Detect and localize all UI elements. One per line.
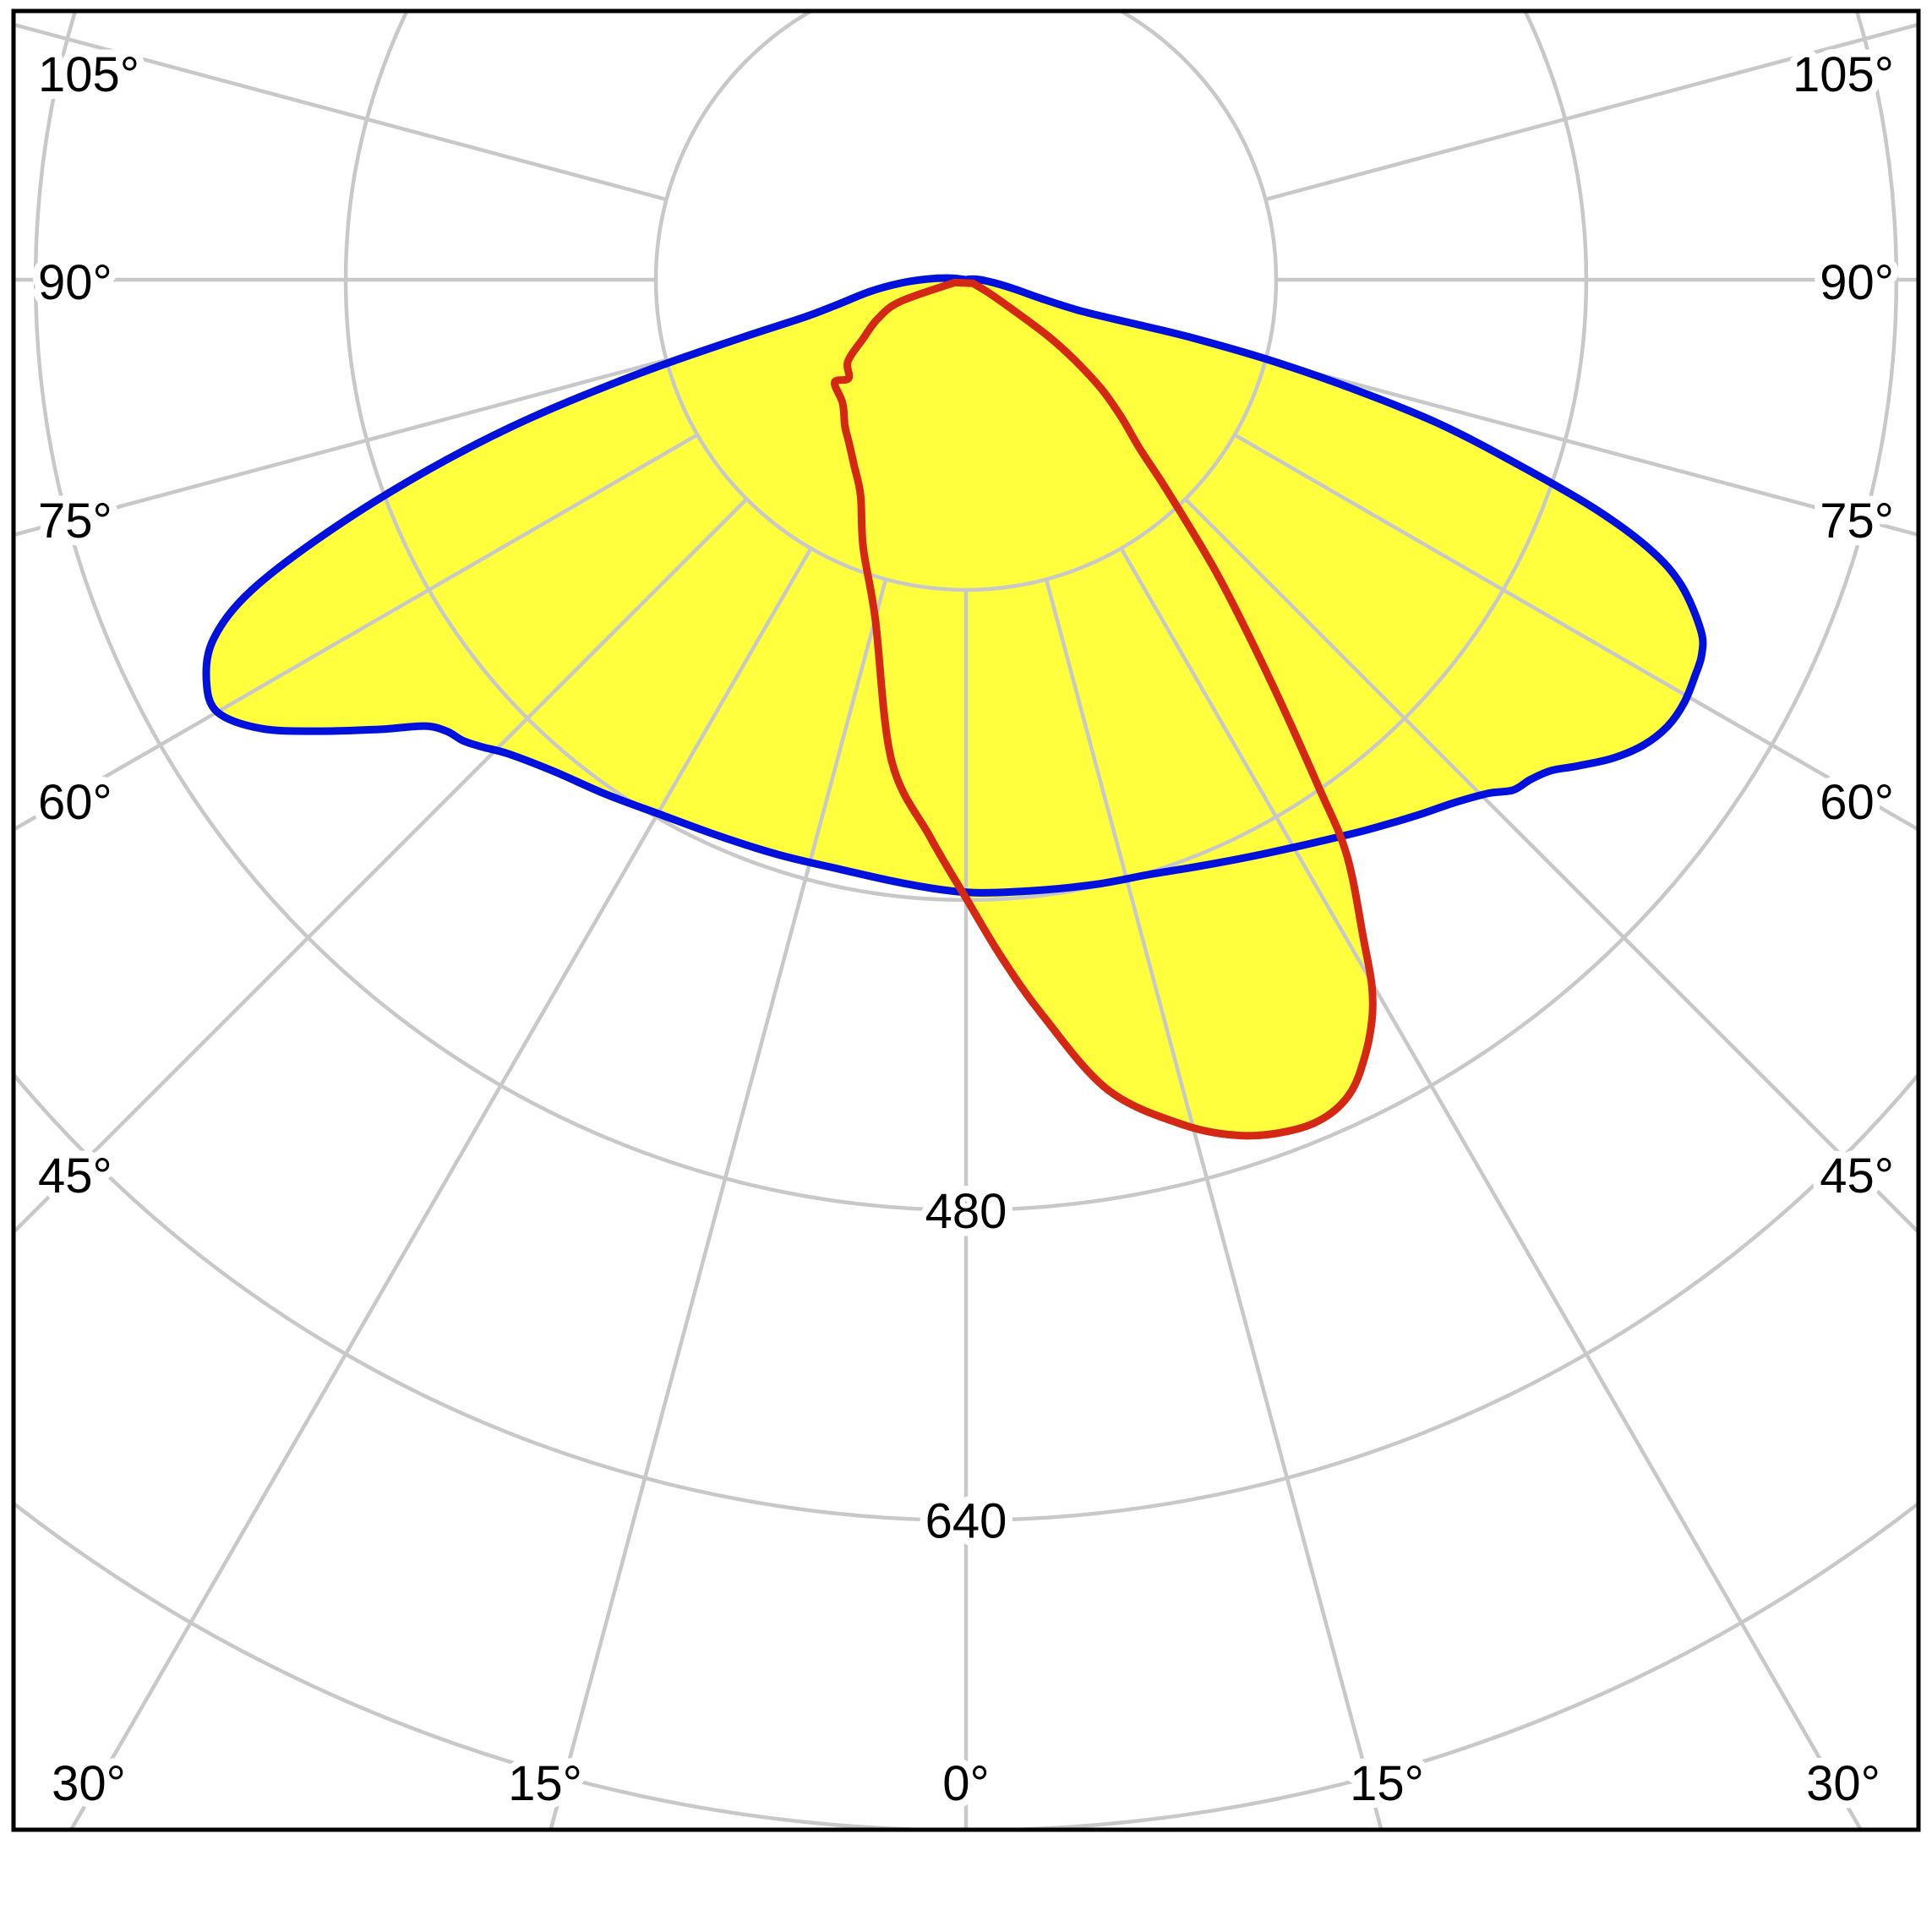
intensity-curves — [202, 274, 1707, 1140]
angle-label-bottom-15: 15° — [1350, 1756, 1424, 1811]
angle-label-left-60: 60° — [38, 775, 112, 830]
intensity-fill-layer — [205, 278, 1703, 1136]
fill-plane-C90-C270 — [834, 282, 1373, 1136]
axis-labels: 105° 90° 75° 60° 45° 105° 90° 75° 60° 45° 30° 15° 0°… — [30, 40, 1902, 1819]
angle-label-right-60: 60° — [1820, 775, 1894, 830]
angle-label-bottom-30: 30° — [1806, 1756, 1880, 1811]
chart-frame — [11, 8, 1921, 1832]
angle-label-left-105: 105° — [38, 47, 139, 102]
angle-label-left-75: 75° — [38, 494, 112, 548]
grid-ray--30deg — [68, 547, 813, 1830]
grid-ray-30deg — [1119, 547, 1864, 1830]
angle-label-bottom--15: 15° — [508, 1756, 582, 1811]
angle-label-bottom-0: 0° — [942, 1756, 989, 1811]
angle-label-left-90: 90° — [38, 255, 112, 310]
curve-plane-C90-C270 — [831, 278, 1377, 1140]
grid-ray--60deg — [14, 433, 699, 832]
angle-label-left-45: 45° — [38, 1149, 112, 1203]
angle-label-right-45: 45° — [1820, 1149, 1894, 1203]
grid-ray-60deg — [1233, 433, 1918, 832]
grid-ray-15deg — [1044, 578, 1384, 1830]
grid-ray--105deg — [14, 22, 668, 202]
angle-label-bottom--30: 30° — [52, 1756, 126, 1811]
grid-ray--45deg — [14, 497, 749, 1236]
grid-ray--75deg — [14, 357, 668, 538]
grid-ray-75deg — [1264, 357, 1918, 538]
grid-ray--15deg — [548, 578, 888, 1830]
grid-ray-105deg — [1264, 22, 1918, 202]
angle-label-right-90: 90° — [1820, 255, 1894, 310]
radial-label-640: 640 — [925, 1494, 1007, 1549]
grid-ray-45deg — [1183, 497, 1918, 1236]
radial-label-480: 480 — [925, 1184, 1007, 1239]
angle-label-right-75: 75° — [1820, 494, 1894, 548]
angle-label-right-105: 105° — [1793, 47, 1894, 102]
curve-plane-C0-C180 — [202, 274, 1707, 897]
